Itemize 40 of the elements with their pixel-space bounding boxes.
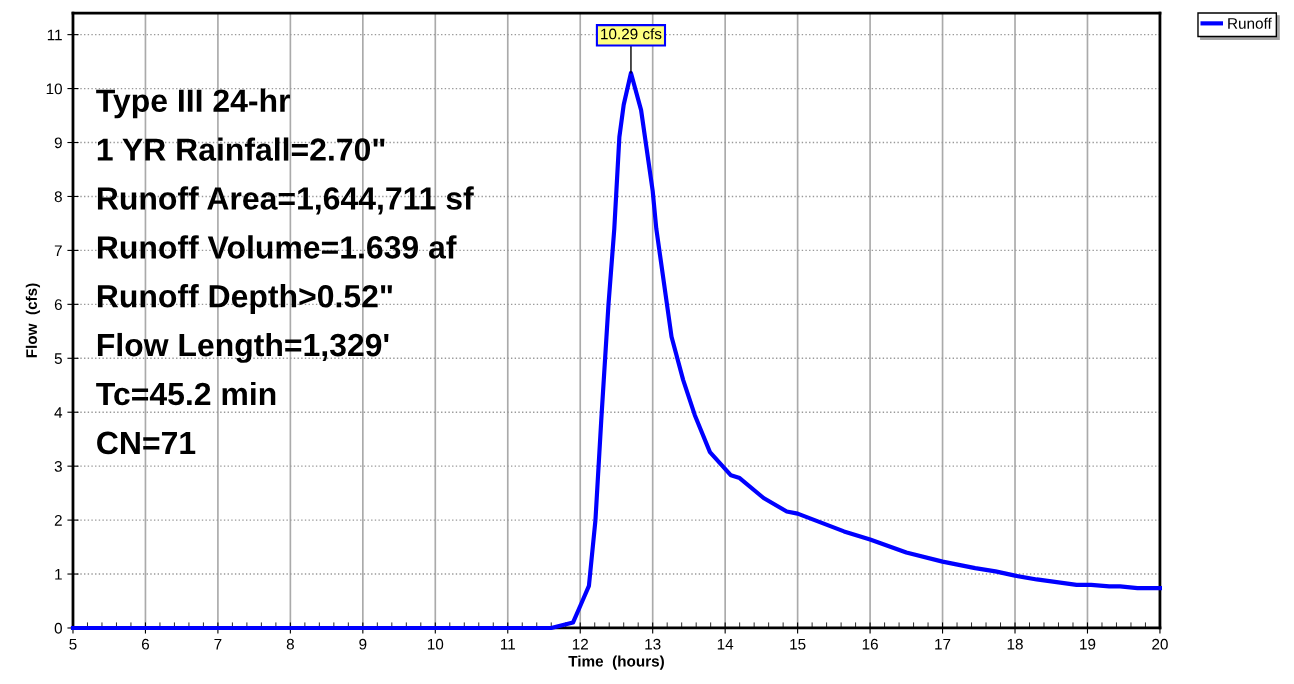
y-tick-label: 0 bbox=[54, 622, 62, 634]
annotation: 10.29 cfs bbox=[601, 28, 662, 40]
x-tick-label: 6 bbox=[141, 638, 150, 650]
x-tick-label: 17 bbox=[935, 638, 951, 650]
x-tick-label: 13 bbox=[645, 638, 661, 650]
x-tick-label: 11 bbox=[501, 638, 515, 650]
y-tick-label: 3 bbox=[54, 461, 62, 472]
y-tick-label: 4 bbox=[54, 407, 63, 418]
annotation: CN=71 bbox=[97, 431, 196, 455]
x-tick-label: 5 bbox=[69, 638, 77, 650]
x-tick-label: 12 bbox=[572, 638, 588, 650]
x-tick-label: 19 bbox=[1080, 638, 1096, 650]
y-tick-label: 7 bbox=[54, 245, 62, 256]
annotation: Tc=45.2 min bbox=[96, 381, 276, 406]
y-tick-label: 5 bbox=[54, 353, 62, 364]
y-tick-label: 1 bbox=[55, 569, 62, 580]
annotation: Runoff Area=1,644,711 sf bbox=[97, 186, 474, 215]
annotation: 1 YR Rainfall=2.70" bbox=[97, 137, 385, 161]
x-tick-label: 14 bbox=[717, 638, 734, 650]
x-tick-label: 8 bbox=[286, 638, 294, 650]
y-tick-label: 9 bbox=[54, 137, 62, 149]
x-tick-label: 10 bbox=[427, 638, 444, 650]
x-tick-label: 16 bbox=[862, 638, 878, 650]
x-tick-label: 18 bbox=[1007, 638, 1023, 650]
y-tick-label: 2 bbox=[54, 514, 62, 526]
y-tick-label: 6 bbox=[54, 299, 62, 311]
y-axis-title: Flow (cfs) bbox=[25, 283, 41, 358]
x-tick-label: 20 bbox=[1152, 638, 1168, 650]
x-tick-label: 15 bbox=[790, 638, 806, 650]
legend-label: Runoff bbox=[1228, 17, 1272, 29]
y-tick-label: 11 bbox=[47, 29, 62, 41]
y-tick-label: 8 bbox=[54, 191, 62, 203]
annotation: Runoff Depth>0.52" bbox=[97, 284, 392, 314]
y-tick-label: 10 bbox=[46, 83, 62, 95]
annotation: Flow Length=1,329' bbox=[97, 332, 389, 363]
x-axis-title: Time (hours) bbox=[568, 655, 664, 670]
annotation: Runoff Volume=1.639 af bbox=[97, 235, 457, 259]
annotation: Type III 24-hr bbox=[96, 88, 291, 119]
x-tick-label: 9 bbox=[359, 638, 367, 650]
x-tick-label: 7 bbox=[214, 638, 222, 650]
